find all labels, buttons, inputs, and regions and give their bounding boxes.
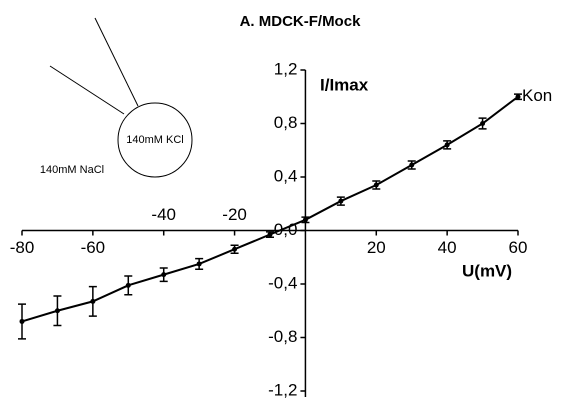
pipette-line — [94, 17, 139, 107]
data-point — [338, 198, 344, 204]
y-tick-label: 0,0 — [274, 220, 298, 239]
y-tick-label: -1,2 — [268, 380, 297, 399]
data-point — [444, 142, 450, 148]
data-point — [54, 308, 60, 314]
inset-label: 140mM KCl — [126, 134, 183, 146]
y-tick-label: -0,4 — [268, 273, 297, 292]
x-tick-label: -20 — [222, 205, 247, 224]
y-axis-label: I/Imax — [320, 75, 369, 94]
pipette-line — [49, 65, 125, 115]
data-point — [302, 217, 308, 223]
y-tick-label: 0,8 — [274, 113, 298, 132]
x-tick-label: 60 — [509, 238, 528, 257]
chart-title: A. MDCK-F/Mock — [240, 13, 361, 30]
x-tick-label: 20 — [367, 238, 386, 257]
data-point — [232, 246, 238, 252]
y-tick-label: 0,4 — [274, 166, 298, 185]
y-tick-label: -0,8 — [268, 327, 297, 346]
data-point — [373, 182, 379, 188]
x-tick-label: -40 — [151, 205, 176, 224]
x-tick-label: -60 — [81, 238, 106, 257]
inset-label: 140mM NaCl — [40, 164, 104, 176]
x-tick-label: -80 — [10, 238, 35, 257]
x-axis-label: U(mV) — [462, 261, 512, 280]
series-label: Kon — [522, 86, 552, 105]
data-point — [480, 121, 486, 126]
x-tick-label: 40 — [438, 238, 457, 257]
data-point — [267, 232, 273, 238]
y-tick-label: 1,2 — [274, 59, 298, 78]
data-point — [515, 94, 521, 100]
cell-circle — [117, 102, 193, 178]
data-point — [409, 162, 415, 168]
data-point — [196, 261, 202, 267]
data-point — [125, 282, 131, 288]
data-point — [161, 272, 167, 278]
data-point — [90, 298, 96, 304]
data-point — [19, 318, 25, 324]
